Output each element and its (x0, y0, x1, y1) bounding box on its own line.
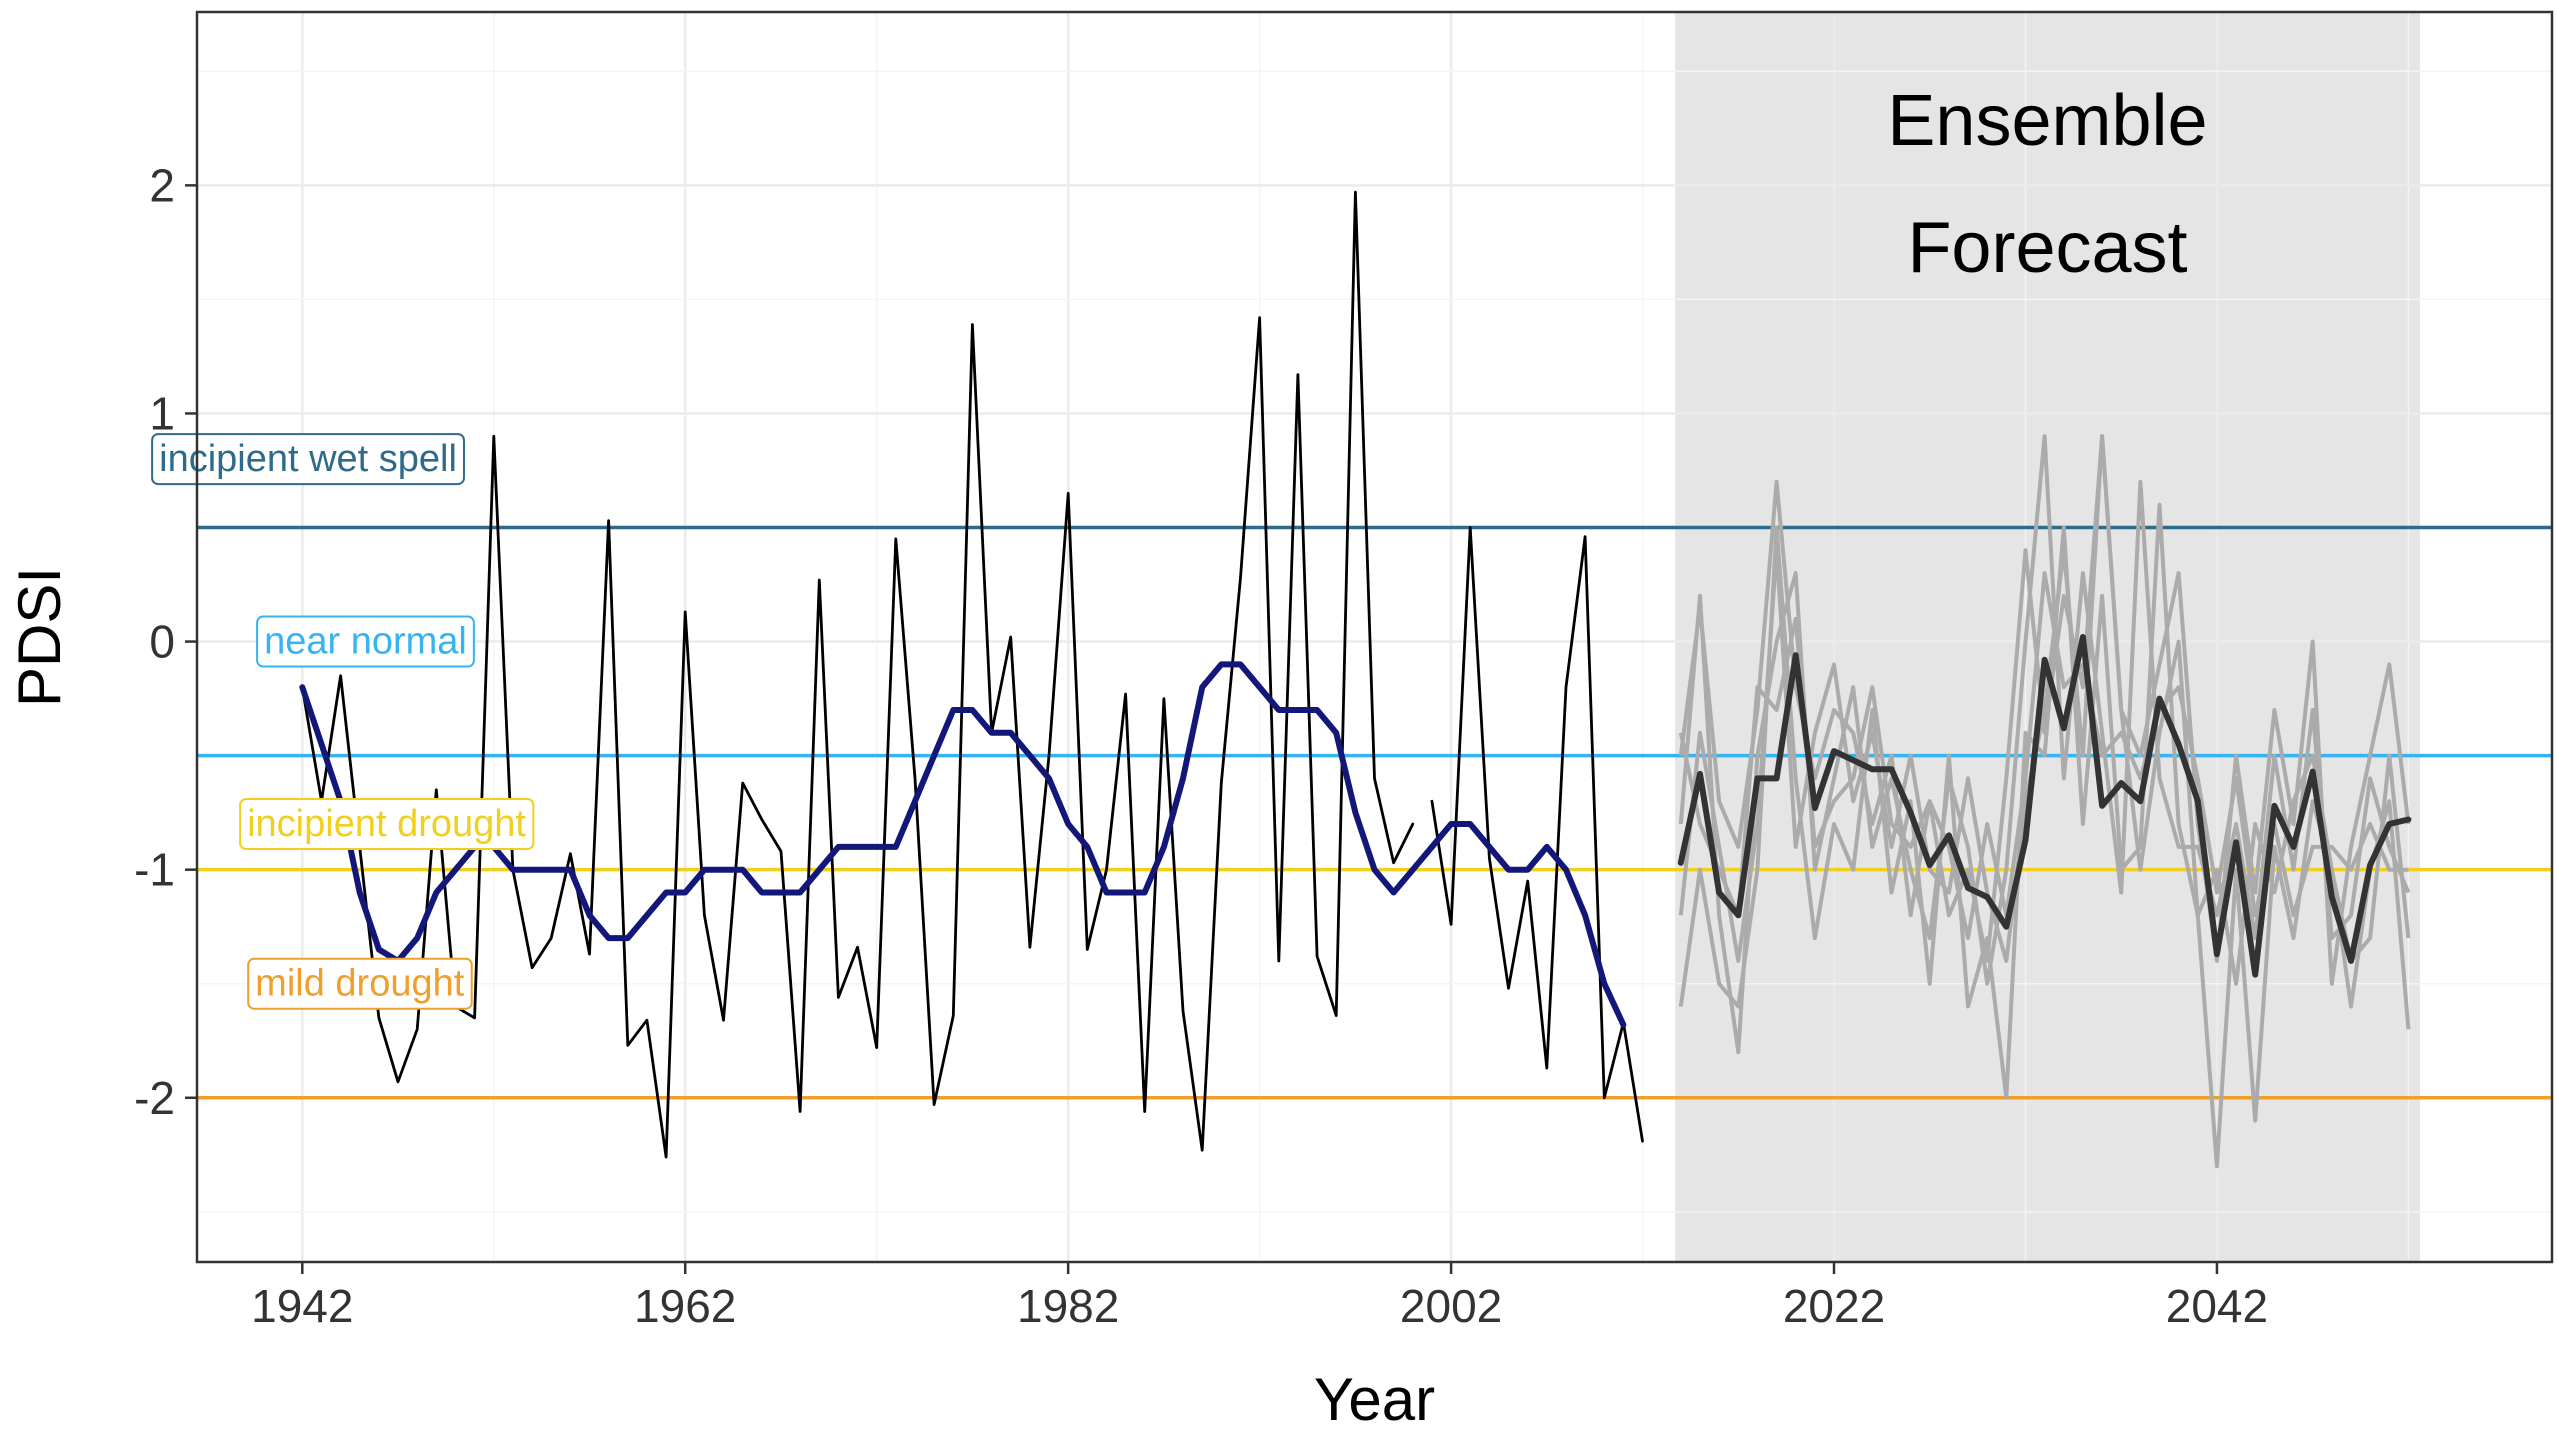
x-axis-title: Year (1314, 1366, 1435, 1433)
x-tick-label: 2042 (2166, 1280, 2268, 1332)
threshold-label-mild-drought: mild drought (247, 957, 473, 1010)
threshold-label-incipient-wet-spell: incipient wet spell (151, 433, 465, 486)
forecast-annotation-line2: Forecast (1907, 208, 2187, 288)
threshold-label-incipient-drought: incipient drought (239, 798, 535, 851)
y-tick-label: 0 (149, 616, 175, 668)
y-tick-label: -2 (134, 1072, 175, 1124)
x-tick-label: 1942 (251, 1280, 353, 1332)
ensemble-member-line (1678, 502, 2411, 1169)
x-tick-label: 2002 (1400, 1280, 1502, 1332)
x-tick-label: 2022 (1783, 1280, 1885, 1332)
threshold-label-box (151, 433, 465, 486)
y-tick-label: -1 (134, 844, 175, 896)
forecast-annotation-line1: Ensemble (1887, 81, 2207, 161)
threshold-label-box (239, 798, 535, 851)
observed-pdsi-line (300, 190, 1644, 1159)
y-tick-label: 1 (149, 387, 175, 439)
threshold-label-text: incipient wet spell (159, 438, 457, 480)
ensemble-mean-line (1677, 634, 2412, 978)
threshold-label-box (256, 615, 475, 668)
threshold-label-near-normal: near normal (256, 615, 475, 668)
threshold-label-text: near normal (264, 621, 467, 663)
threshold-label-text: mild drought (255, 963, 465, 1005)
y-axis-title: PDSI (6, 567, 73, 707)
threshold-label-text: incipient drought (247, 803, 526, 845)
y-tick-label: 2 (149, 159, 175, 211)
threshold-label-box (247, 957, 473, 1010)
x-tick-label: 1962 (634, 1280, 736, 1332)
smoothed-pdsi-line (299, 661, 1627, 1028)
plot-panel-border (195, 10, 2554, 1264)
x-tick-label: 1982 (1017, 1280, 1119, 1332)
